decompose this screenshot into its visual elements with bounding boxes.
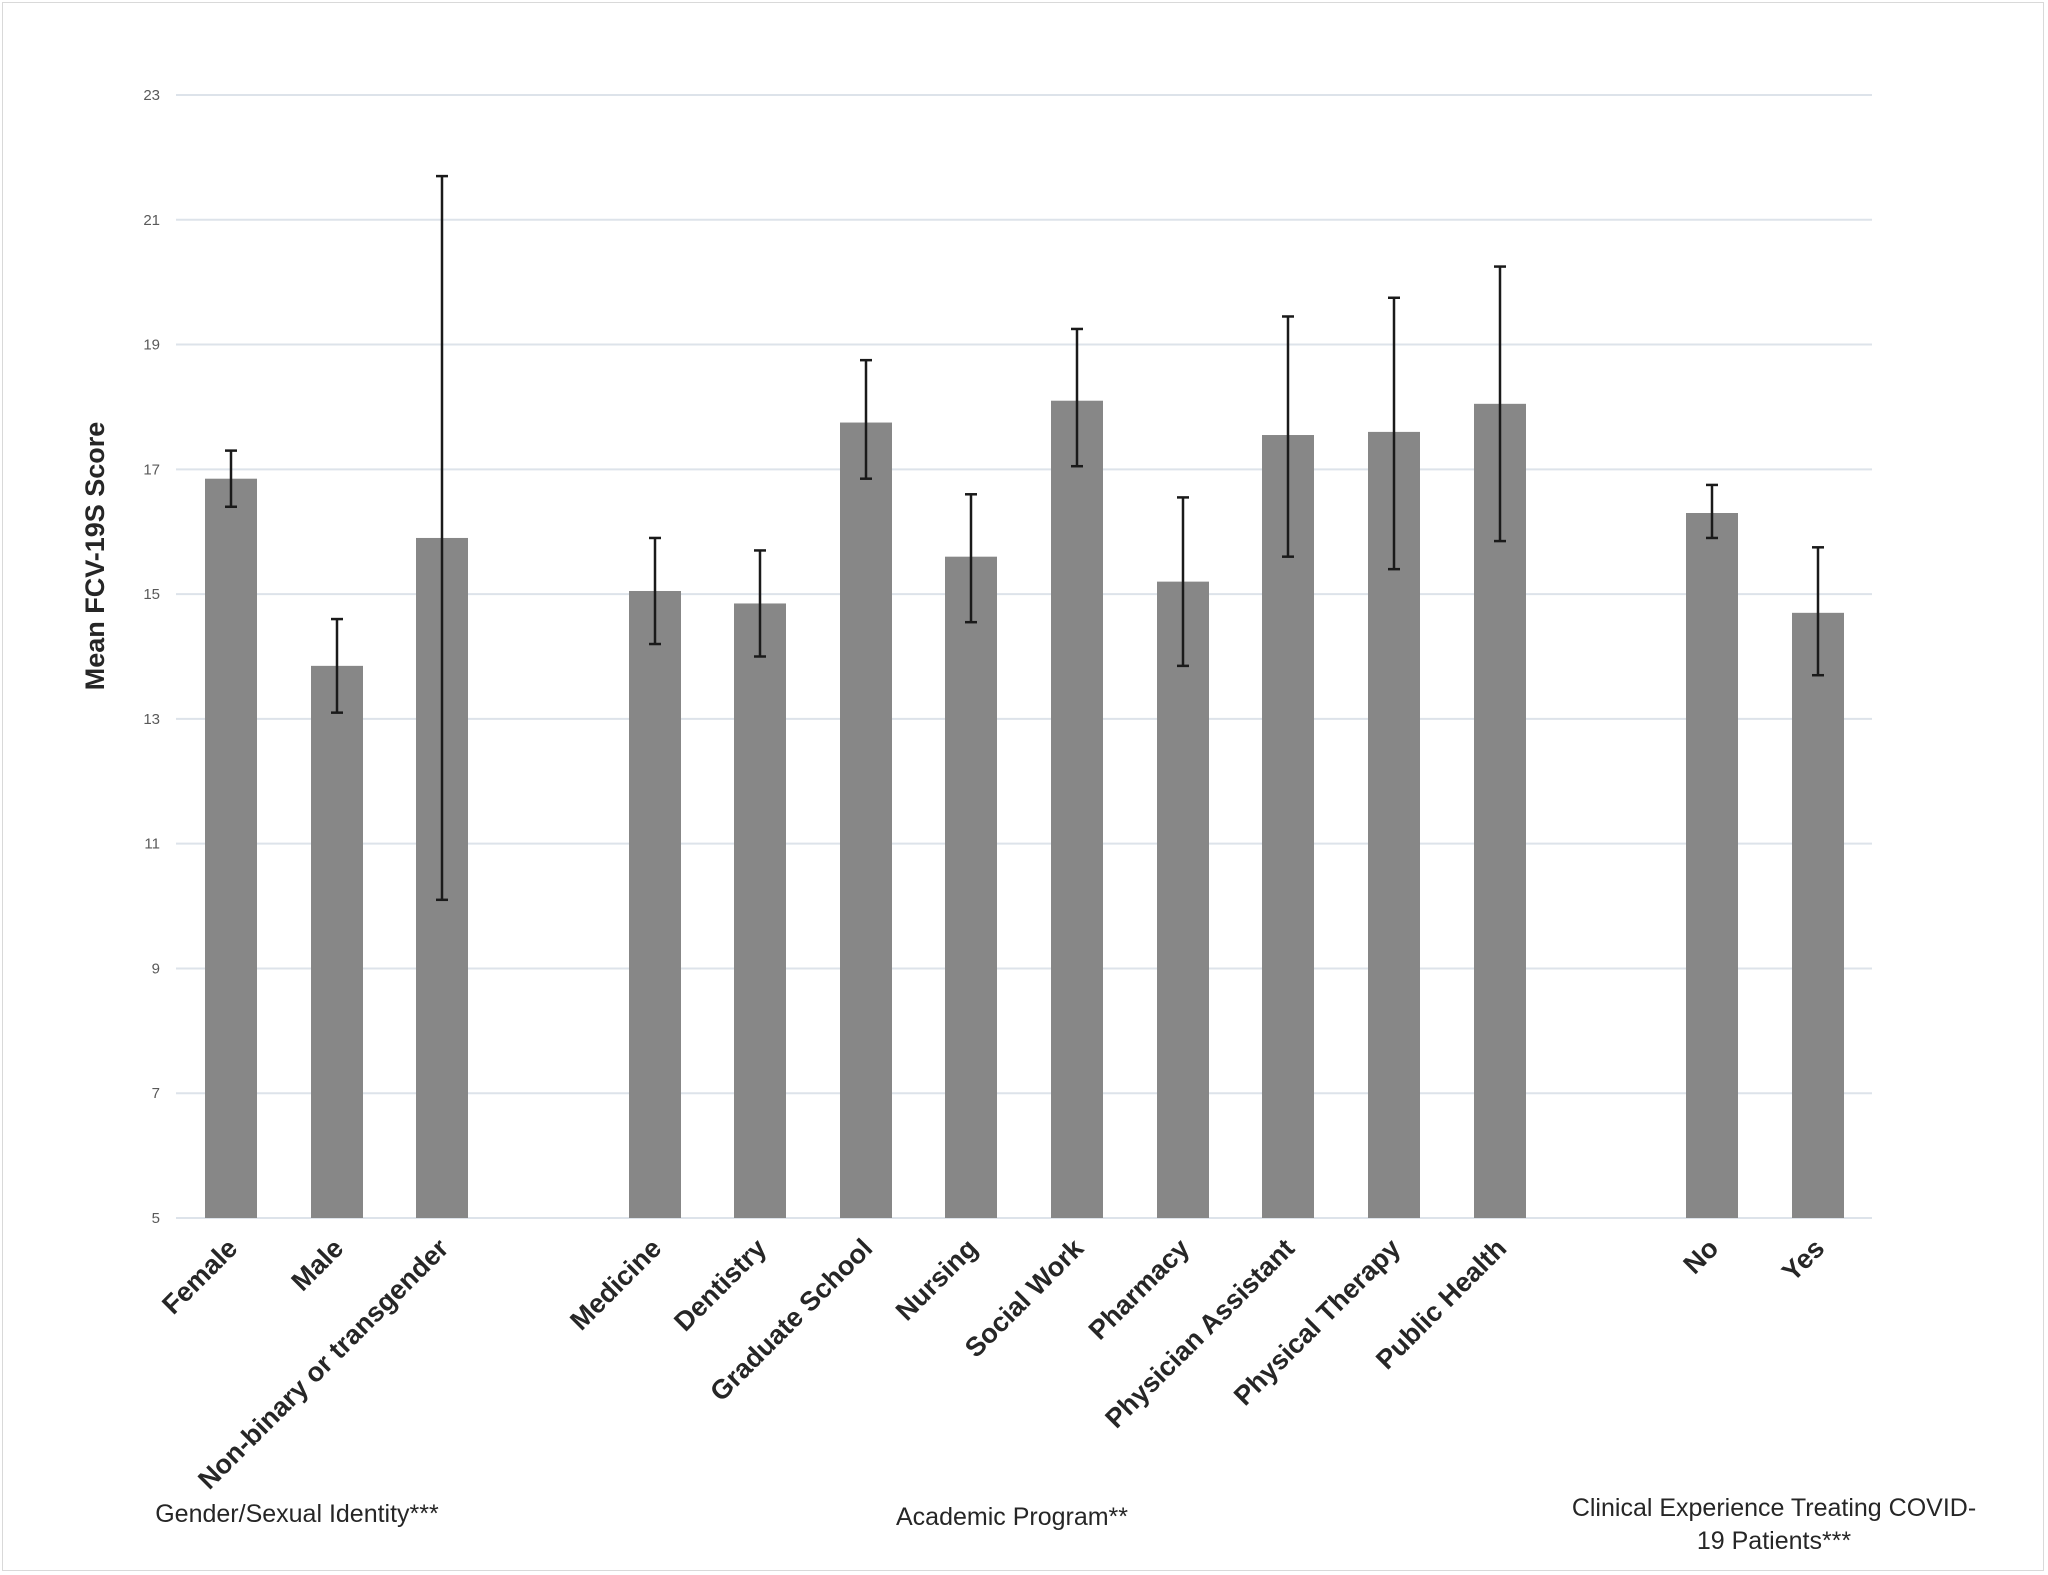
x-category-label: Medicine (564, 1233, 667, 1336)
error-bar (1177, 496, 1189, 668)
bar (1262, 435, 1314, 1219)
bars (205, 400, 1844, 1219)
x-category-label: Nursing (890, 1233, 983, 1326)
bar (1686, 513, 1738, 1218)
y-tick-label: 17 (143, 461, 160, 478)
group-labels: Gender/Sexual Identity*** Academic Progra… (155, 1494, 1976, 1555)
y-tick-label: 15 (143, 586, 160, 603)
group-label-line: Gender/Sexual Identity*** (155, 1500, 439, 1528)
x-category-label: Female (156, 1233, 243, 1320)
group-label-line: Academic Program** (896, 1503, 1128, 1531)
bar (840, 422, 892, 1219)
error-bar (1706, 483, 1718, 540)
error-bar (225, 449, 237, 509)
x-category-label: Pharmacy (1083, 1233, 1195, 1345)
y-tick-label: 13 (143, 711, 160, 728)
y-tick-label: 11 (144, 836, 160, 853)
x-category-label: Yes (1776, 1233, 1830, 1287)
group-label-line: Clinical Experience Treating COVID- (1572, 1494, 1976, 1522)
bar (1051, 400, 1103, 1218)
bar (945, 556, 997, 1218)
error-bar (1494, 265, 1506, 543)
error-bar (1071, 327, 1083, 468)
x-category-label: Physician Assistant (1099, 1233, 1300, 1434)
bar (205, 478, 257, 1219)
error-bar (860, 358, 872, 480)
y-tick-label: 21 (143, 212, 160, 229)
group-label-line: 19 Patients*** (1697, 1527, 1852, 1555)
x-category-label: No (1678, 1233, 1725, 1280)
bar (311, 665, 363, 1218)
y-tick-label: 7 (152, 1085, 160, 1102)
group-label: Clinical Experience Treating COVID- 19 Pa… (1572, 1494, 1976, 1555)
y-tick-label: 5 (152, 1210, 160, 1227)
error-bar (331, 617, 343, 714)
bar (1792, 612, 1844, 1218)
x-category-label: Male (286, 1233, 350, 1297)
error-bar (1282, 315, 1294, 558)
bar (1157, 581, 1209, 1218)
y-tick-label: 19 (143, 337, 160, 354)
group-label: Academic Program** (896, 1503, 1128, 1531)
y-tick-label: 9 (152, 960, 160, 977)
x-category-label: Dentistry (668, 1233, 772, 1337)
bar (734, 603, 786, 1218)
bar (629, 590, 681, 1218)
error-bar (1388, 296, 1400, 571)
y-tick-label: 23 (143, 87, 160, 104)
group-label: Gender/Sexual Identity*** (155, 1500, 439, 1528)
error-bar (436, 174, 448, 902)
error-bar (965, 493, 977, 624)
error-bar (649, 536, 661, 646)
error-bar (1812, 546, 1824, 677)
y-axis-label: Mean FCV-19S Score (80, 422, 110, 691)
y-tick-labels: 5 7 9 11 13 15 17 19 21 23 (143, 87, 160, 1227)
error-bar (754, 549, 766, 658)
error-bars (225, 174, 1824, 902)
